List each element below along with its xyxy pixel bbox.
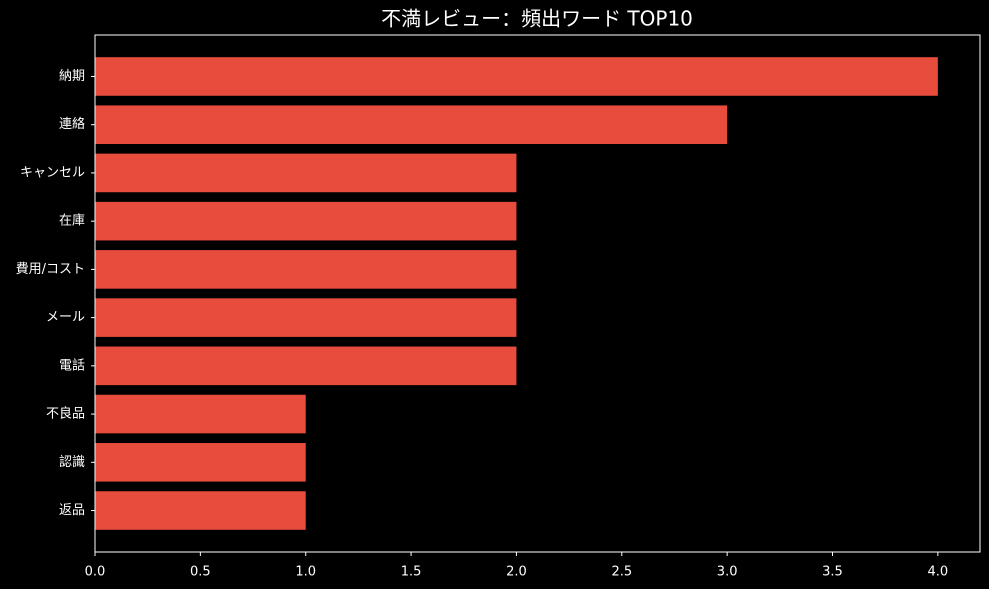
- y-tick-label: 返品: [59, 503, 85, 518]
- x-tick-label: 0.0: [85, 565, 106, 580]
- plot-frame: [94, 34, 981, 553]
- y-tick-label: 電話: [59, 357, 85, 373]
- bar: [95, 443, 306, 482]
- chart-title: 不満レビュー：頻出ワード TOP10: [381, 7, 693, 31]
- y-tick-label: キャンセル: [20, 165, 85, 180]
- bar: [95, 105, 728, 144]
- x-tick-label: 1.0: [295, 565, 316, 580]
- x-tick-label: 1.5: [401, 565, 422, 580]
- bar: [95, 491, 306, 530]
- x-tick-label: 0.5: [190, 565, 211, 580]
- y-tick-label: 不良品: [46, 406, 85, 422]
- bar: [95, 201, 517, 241]
- y-tick-label: 認識: [59, 454, 85, 470]
- y-tick-label: 連絡: [59, 116, 85, 132]
- bar: [95, 394, 306, 434]
- x-tick-label: 2.0: [506, 565, 527, 580]
- bar: [95, 250, 517, 289]
- bar: [95, 298, 517, 337]
- x-tick-label: 3.0: [717, 565, 738, 580]
- bar: [95, 346, 517, 386]
- x-tick-label: 2.5: [611, 565, 632, 580]
- y-tick-label: 費用/コスト: [16, 262, 85, 277]
- bar: [95, 57, 938, 96]
- bar: [95, 153, 517, 193]
- y-tick-label: 納期: [59, 69, 85, 84]
- y-tick-label: メール: [46, 310, 85, 325]
- y-tick-label: 在庫: [59, 214, 85, 229]
- x-tick-label: 3.5: [822, 565, 843, 580]
- x-tick-label: 4.0: [928, 565, 949, 580]
